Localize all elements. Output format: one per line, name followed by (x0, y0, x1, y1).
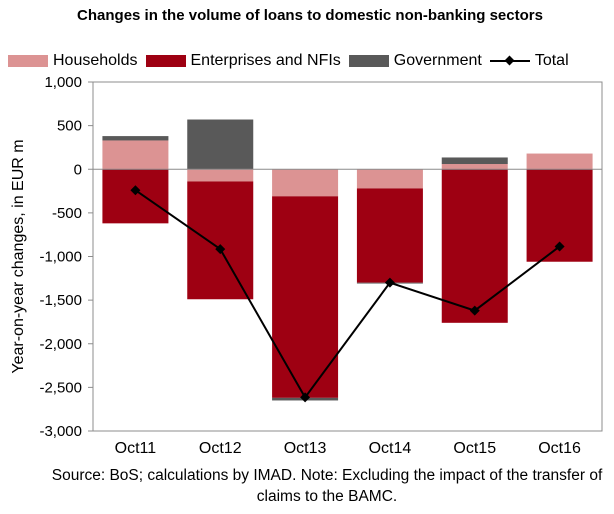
legend-label-total: Total (534, 52, 569, 69)
legend-swatch-government (348, 55, 389, 67)
bar-enterprises-and-nfis (187, 181, 254, 300)
bar-government (441, 157, 508, 165)
y-tick-label: -2,000 (39, 336, 82, 353)
total-point-marker (215, 244, 226, 255)
legend-swatch-enterprises (145, 55, 186, 67)
y-tick-label: -500 (52, 205, 82, 222)
x-tick-label: Oct11 (115, 440, 157, 457)
total-point-marker (554, 241, 565, 252)
chart-source-note: Source: BoS; calculations by IMAD. Note:… (51, 467, 603, 505)
x-tick-label: Oct16 (538, 440, 581, 457)
y-tick-label: -2,500 (39, 379, 82, 396)
x-tick-label: Oct15 (453, 440, 496, 457)
bar-enterprises-and-nfis (441, 169, 508, 323)
total-series-line (134, 189, 561, 400)
x-tick-label: Oct13 (284, 440, 327, 457)
legend-item-enterprises: Enterprises and NFIs (145, 52, 341, 70)
legend-label-households: Households (53, 52, 138, 69)
legend-item-total: Total (489, 52, 569, 70)
total-point-marker (300, 392, 311, 403)
y-tick-label: 1,000 (44, 74, 82, 91)
legend-swatch-total (489, 55, 530, 67)
x-tick-label: Oct12 (199, 440, 242, 457)
y-tick-label: -3,000 (39, 423, 82, 440)
bar-households (441, 164, 508, 170)
total-point-marker (469, 305, 480, 316)
x-tick-label: Oct14 (369, 440, 412, 457)
legend-label-government: Government (393, 52, 482, 69)
chart-legend: Households Enterprises and NFIs Governme… (8, 50, 577, 72)
bar-households (526, 153, 593, 170)
y-tick-label: -1,000 (39, 249, 82, 266)
bar-households (356, 169, 423, 189)
total-point-marker (384, 277, 395, 288)
bar-enterprises-and-nfis (102, 169, 169, 224)
legend-item-government: Government (348, 52, 482, 70)
legend-label-enterprises: Enterprises and NFIs (190, 52, 341, 69)
bar-enterprises-and-nfis (356, 188, 423, 283)
total-point-marker (130, 185, 141, 196)
bar-government (187, 119, 254, 170)
bar-government (102, 136, 169, 141)
bar-households (187, 169, 254, 182)
bar-households (102, 140, 169, 170)
chart-title: Changes in the volume of loans to domest… (77, 7, 543, 24)
bar-enterprises-and-nfis (272, 196, 339, 398)
legend-item-households: Households (8, 52, 138, 70)
y-tick-label: -1,500 (39, 292, 82, 309)
plot-frame (92, 81, 603, 432)
y-tick-label: 500 (57, 118, 82, 135)
bar-households (272, 169, 339, 197)
y-tick-label: 0 (74, 161, 82, 178)
legend-swatch-households (8, 55, 48, 67)
y-axis-label: Year-on-year changes, in EUR m (10, 139, 27, 373)
